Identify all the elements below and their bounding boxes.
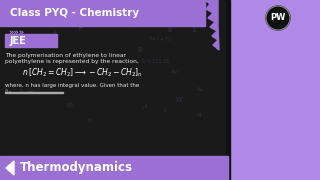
Text: $E_k = \frac{1}{2}mv^2$: $E_k = \frac{1}{2}mv^2$: [19, 86, 41, 98]
Text: $A_{to}$: $A_{to}$: [196, 86, 204, 94]
Text: $n\,[CH_2 = CH_2] \longrightarrow -CH_2-CH_2]_n$: $n\,[CH_2 = CH_2] \longrightarrow -CH_2-…: [22, 67, 143, 79]
Polygon shape: [0, 0, 219, 50]
Text: $\mathcal{A}$: $\mathcal{A}$: [141, 100, 149, 110]
Bar: [5, 34, 57, 47]
Text: $A$: $A$: [52, 28, 58, 36]
Text: »»»: »»»: [8, 28, 24, 37]
Circle shape: [266, 6, 290, 30]
Text: $3/5$: $3/5$: [65, 101, 75, 109]
Text: $W$: $W$: [175, 96, 185, 105]
Bar: [0, 0, 228, 180]
Text: $B$: $B$: [137, 46, 143, 55]
Text: $A_{on}$: $A_{on}$: [170, 68, 180, 76]
Polygon shape: [6, 161, 14, 175]
Text: $T = t + T_o$: $T = t + T_o$: [148, 36, 172, 44]
Text: $P_1$: $P_1$: [26, 40, 34, 50]
Text: $\frac{A}{B}$: $\frac{A}{B}$: [78, 22, 82, 34]
Text: $4$: $4$: [197, 111, 203, 119]
Text: where, n has large integral value. Given that the: where, n has large integral value. Given…: [5, 82, 139, 87]
Bar: [5, 91, 63, 93]
Bar: [0, 0, 205, 26]
Text: Thermodynamics: Thermodynamics: [20, 161, 133, 174]
Text: $\triangleright$: $\triangleright$: [166, 15, 174, 25]
Text: PW: PW: [270, 14, 286, 22]
Text: $S$: $S$: [162, 106, 168, 114]
Bar: [226, 0, 230, 180]
Text: JEE: JEE: [10, 35, 27, 46]
Bar: [228, 0, 320, 180]
Text: polyethylene is represented by the reaction,: polyethylene is represented by the react…: [5, 60, 139, 64]
Bar: [0, 156, 228, 180]
Text: $n$: $n$: [87, 116, 92, 123]
Text: $M = \frac{A}{5}$: $M = \frac{A}{5}$: [123, 19, 137, 31]
Text: The polymerisation of ethylene to linear: The polymerisation of ethylene to linear: [5, 53, 126, 59]
Text: Class PYQ - Chemistry: Class PYQ - Chemistry: [10, 8, 139, 18]
Text: a...: a...: [5, 89, 12, 93]
Text: $T_o = 273.15$: $T_o = 273.15$: [140, 58, 170, 66]
Text: $L$: $L$: [192, 26, 198, 35]
Text: $\otimes$: $\otimes$: [166, 26, 174, 35]
